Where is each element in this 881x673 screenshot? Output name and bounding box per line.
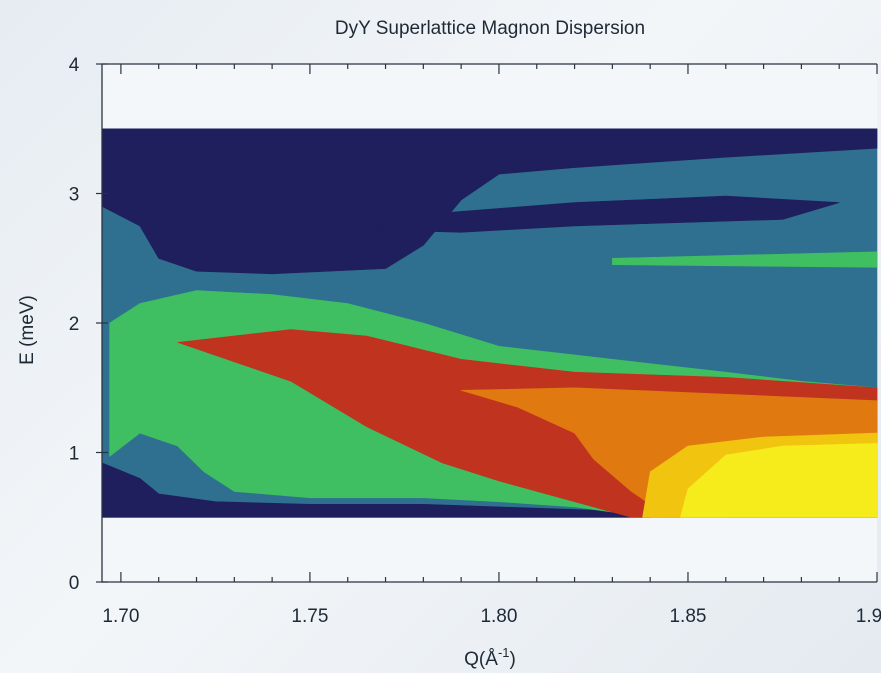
x-tick-label: 1.85	[669, 606, 706, 627]
y-tick-label: 4	[69, 55, 80, 76]
y-axis-label: E (meV)	[17, 295, 38, 365]
y-tick-label: 2	[69, 314, 80, 335]
x-tick-label: 1.9	[856, 606, 881, 627]
tick-labels: 1.70 1.75 1.80 1.85 1.9 0 1 2 3 4	[69, 55, 881, 627]
x-tick-label: 1.75	[291, 606, 328, 627]
axis-ticks	[96, 63, 878, 583]
contour-region-level-0	[101, 128, 878, 275]
contour-region-level-2	[612, 251, 878, 268]
x-tick-label: 1.80	[480, 606, 517, 627]
x-axis-label-close: )	[510, 649, 516, 670]
x-axis-label-superscript: -1	[498, 645, 510, 660]
x-axis-label: Q(Å-1)	[464, 645, 516, 670]
y-tick-label: 0	[69, 573, 80, 594]
chart-title: DyY Superlattice Magnon Dispersion	[335, 18, 645, 39]
y-tick-label: 1	[69, 444, 80, 465]
contour-regions	[101, 128, 878, 518]
x-axis-label-main: Q(Å	[464, 649, 498, 670]
x-tick-label: 1.70	[102, 606, 139, 627]
contour-region-level-6	[680, 443, 878, 518]
y-tick-label: 3	[69, 185, 80, 206]
contour-region-level-0	[373, 195, 840, 233]
